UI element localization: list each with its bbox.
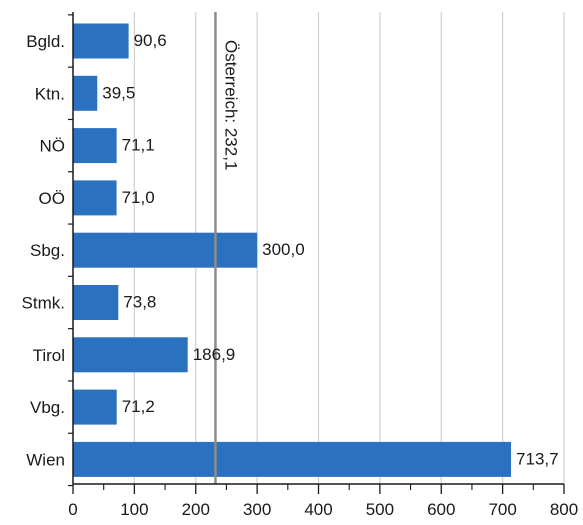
category-label-8: Wien xyxy=(26,450,65,469)
bar-0 xyxy=(73,23,129,59)
x-tick-label-700: 700 xyxy=(488,500,516,519)
bar-8 xyxy=(73,441,512,477)
bar-4 xyxy=(73,232,258,268)
category-label-3: OÖ xyxy=(39,189,65,208)
bar-1 xyxy=(73,75,98,111)
value-label-7: 71,2 xyxy=(122,397,155,416)
bar-2 xyxy=(73,128,117,164)
value-label-6: 186,9 xyxy=(193,345,236,364)
x-tick-label-200: 200 xyxy=(182,500,210,519)
axes xyxy=(68,12,565,494)
x-tick-label-100: 100 xyxy=(120,500,148,519)
category-label-1: Ktn. xyxy=(35,84,65,103)
x-tick-label-300: 300 xyxy=(243,500,271,519)
labels: Bgld. 90,6 Ktn. 39,5 NÖ 71,1 OÖ 71,0 Sbg. 300,0 St… xyxy=(22,31,579,519)
value-label-2: 71,1 xyxy=(122,136,155,155)
x-tick-label-800: 800 xyxy=(550,500,578,519)
x-tick-label-500: 500 xyxy=(366,500,394,519)
value-label-1: 39,5 xyxy=(102,83,135,102)
category-label-7: Vbg. xyxy=(30,398,65,417)
x-tick-label-0: 0 xyxy=(68,500,77,519)
bar-6 xyxy=(73,337,188,373)
reference-line-label: Österreich: 232,1 xyxy=(221,40,240,170)
category-label-6: Tirol xyxy=(33,346,65,365)
bar-3 xyxy=(73,180,117,216)
category-label-0: Bgld. xyxy=(26,32,65,51)
bar-5 xyxy=(73,285,119,320)
category-label-2: NÖ xyxy=(40,137,66,156)
bars xyxy=(73,23,512,477)
x-tick-label-400: 400 xyxy=(304,500,332,519)
value-label-5: 73,8 xyxy=(123,293,156,312)
value-label-3: 71,0 xyxy=(122,188,155,207)
x-tick-label-600: 600 xyxy=(427,500,455,519)
category-label-4: Sbg. xyxy=(30,241,65,260)
value-label-4: 300,0 xyxy=(262,240,305,259)
value-label-0: 90,6 xyxy=(134,31,167,50)
category-label-5: Stmk. xyxy=(22,294,65,313)
value-label-8: 713,7 xyxy=(516,449,559,468)
bar-7 xyxy=(73,389,117,425)
